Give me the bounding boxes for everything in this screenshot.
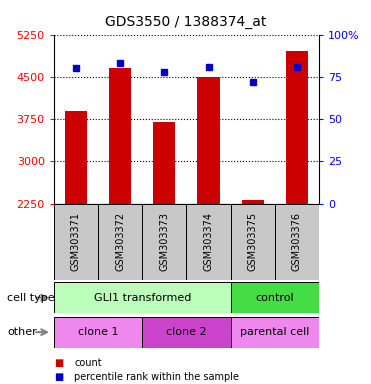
Text: GDS3550 / 1388374_at: GDS3550 / 1388374_at: [105, 15, 266, 29]
Bar: [186, 204, 231, 280]
Bar: [142, 317, 231, 348]
Text: GLI1 transformed: GLI1 transformed: [93, 293, 191, 303]
Text: other: other: [7, 327, 37, 337]
Bar: [65, 111, 87, 204]
Bar: [242, 200, 264, 204]
Text: cell type: cell type: [7, 293, 55, 303]
Text: clone 2: clone 2: [166, 327, 207, 337]
Bar: [231, 282, 319, 313]
Text: GSM303372: GSM303372: [115, 212, 125, 271]
Bar: [98, 204, 142, 280]
Text: parental cell: parental cell: [240, 327, 309, 337]
Bar: [109, 68, 131, 204]
Bar: [231, 317, 319, 348]
Bar: [54, 317, 142, 348]
Text: GSM303374: GSM303374: [204, 212, 214, 271]
Text: GSM303376: GSM303376: [292, 212, 302, 271]
Bar: [54, 282, 231, 313]
Bar: [275, 204, 319, 280]
Text: control: control: [256, 293, 294, 303]
Text: ■: ■: [54, 372, 63, 382]
Text: percentile rank within the sample: percentile rank within the sample: [74, 372, 239, 382]
Bar: [153, 122, 175, 204]
Text: GSM303375: GSM303375: [248, 212, 258, 271]
Bar: [142, 204, 186, 280]
Text: GSM303371: GSM303371: [71, 212, 81, 271]
Bar: [286, 51, 308, 204]
Bar: [197, 77, 220, 204]
Text: GSM303373: GSM303373: [159, 212, 169, 271]
Bar: [54, 204, 98, 280]
Text: ■: ■: [54, 358, 63, 368]
Text: clone 1: clone 1: [78, 327, 118, 337]
Text: count: count: [74, 358, 102, 368]
Bar: [231, 204, 275, 280]
